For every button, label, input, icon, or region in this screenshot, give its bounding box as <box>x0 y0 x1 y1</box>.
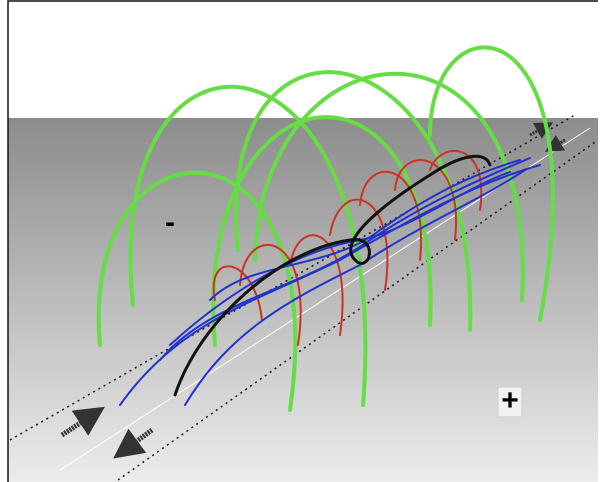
plus-polarity: + <box>501 384 519 417</box>
page: - + (() => { const data = JSON.parse(doc… <box>0 0 602 482</box>
minus-polarity: - <box>165 206 175 239</box>
diagram: - + <box>0 0 602 482</box>
